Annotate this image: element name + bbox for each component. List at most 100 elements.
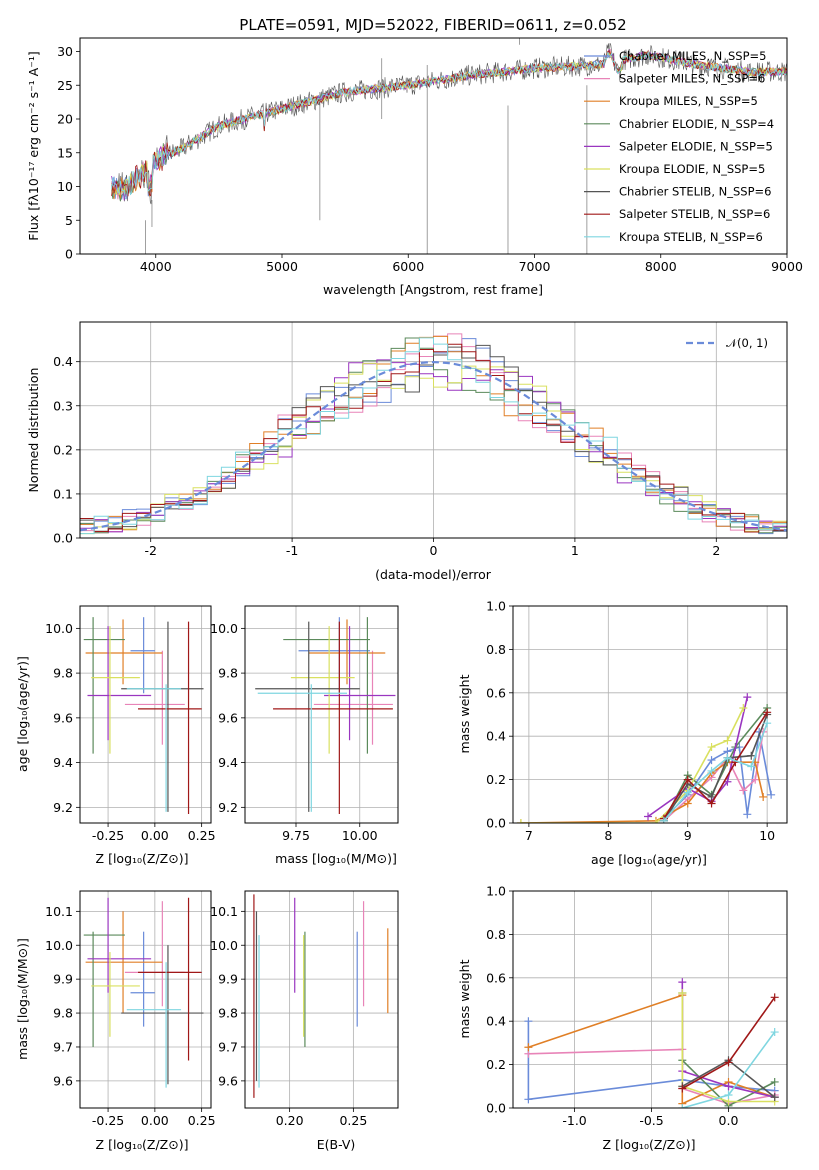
y-tick-label: 10.0 <box>210 938 238 953</box>
spectrum-legend-label: Chabrier MILES, N_SSP=5 <box>619 49 766 63</box>
axes-frame <box>512 605 788 824</box>
plot-area <box>83 897 204 1088</box>
mass-weight-line <box>681 993 775 1103</box>
z-mass-xlabel: Z [log₁₀(Z/Z⊙)] <box>96 1137 189 1152</box>
axes-frame <box>512 890 788 1109</box>
x-tick-label: 8 <box>604 828 612 843</box>
x-tick-label: 2 <box>712 543 720 558</box>
x-tick-label: -2 <box>144 543 156 558</box>
plot-area <box>111 38 787 254</box>
x-tick-label: 0.25 <box>339 1113 367 1128</box>
spectrum-legend-label: Salpeter STELIB, N_SSP=6 <box>619 207 770 221</box>
y-tick-label: 1.0 <box>486 884 506 899</box>
mass-age-panel: mass [log₁₀(M/M⊙)] 9.75 10.00 9.2 9.4 9.6 9.8… <box>210 605 399 866</box>
y-tick-label: 0.6 <box>486 970 506 985</box>
mass-weight-marker <box>516 819 525 823</box>
y-tick-label: 10.0 <box>210 621 238 636</box>
age-weight-panel: age [log₁₀(age/yr)] mass weight 7 8 9 10 0.0… <box>457 599 788 867</box>
y-tick-label: 9.2 <box>53 800 73 815</box>
ebv-mass-xlabel: E(B-V) <box>317 1137 356 1152</box>
spectrum-ylabel: Flux [fλ10⁻¹⁷ erg cm⁻² s⁻¹ A⁻¹] <box>26 51 41 240</box>
x-tick-label: 0.00 <box>141 1113 169 1128</box>
z-mass-panel: Z [log₁₀(Z/Z⊙)] mass [log₁₀(M/M⊙)] -0.25… <box>15 890 216 1152</box>
x-tick-label: 0.25 <box>188 828 216 843</box>
spectrum-legend-label: Kroupa MILES, N_SSP=5 <box>619 94 758 108</box>
age-weight-xlabel: age [log₁₀(age/yr)] <box>591 852 707 867</box>
y-tick-label: 9.6 <box>53 1073 73 1088</box>
mass-age-xlabel: mass [log₁₀(M/M⊙)] <box>275 851 397 866</box>
x-tick-label: 0 <box>430 543 438 558</box>
mass-weight-marker <box>707 743 716 752</box>
mass-weight-marker <box>524 1095 533 1104</box>
y-tick-label: 0.0 <box>486 1101 506 1116</box>
y-tick-label: 0.4 <box>486 1014 506 1029</box>
spectrum-legend-label: Chabrier STELIB, N_SSP=6 <box>619 185 771 199</box>
mass-weight-marker <box>683 788 692 797</box>
residual-histogram-step <box>80 335 787 531</box>
mass-weight-line <box>520 707 745 823</box>
mass-weight-marker <box>767 790 776 799</box>
y-tick-label: 25 <box>57 78 73 93</box>
y-tick-label: 0.4 <box>486 729 506 744</box>
y-tick-label: 0.8 <box>486 927 506 942</box>
y-tick-label: 0.6 <box>486 685 506 700</box>
z-age-xlabel: Z [log₁₀(Z/Z⊙)] <box>96 851 189 866</box>
x-tick-label: 4000 <box>140 259 172 274</box>
mass-weight-marker <box>743 693 752 702</box>
mass-weight-marker <box>770 1077 779 1086</box>
mass-weight-marker <box>723 736 732 745</box>
x-tick-label: 0.0 <box>719 1113 739 1128</box>
gaussian-legend-label: 𝒩(0, 1) <box>726 336 768 350</box>
mass-weight-marker <box>683 799 692 808</box>
gaussian-curve <box>80 360 787 532</box>
mass-weight-marker <box>524 1017 533 1026</box>
spectrum-legend-label: Kroupa ELODIE, N_SSP=5 <box>619 162 765 176</box>
y-tick-label: 0.0 <box>53 531 73 546</box>
x-tick-label: 0.25 <box>188 1113 216 1128</box>
x-tick-label: 9.75 <box>282 828 310 843</box>
mass-weight-marker <box>659 816 668 823</box>
spectrum-legend-label: Chabrier ELODIE, N_SSP=4 <box>619 117 774 131</box>
y-tick-label: 5 <box>65 213 73 228</box>
y-tick-label: 0.1 <box>53 486 73 501</box>
y-tick-label: 9.9 <box>53 972 73 987</box>
mass-weight-marker <box>644 812 653 821</box>
residual-histogram-step <box>80 344 787 532</box>
x-tick-label: -1 <box>286 543 298 558</box>
mass-weight-marker <box>739 786 748 795</box>
axes-frame <box>244 890 399 1109</box>
residual-histogram-step <box>80 359 787 533</box>
x-tick-label: 0.00 <box>141 828 169 843</box>
z-mass-ylabel: mass [log₁₀(M/M⊙)] <box>15 938 30 1060</box>
y-tick-label: 10.0 <box>45 938 73 953</box>
y-tick-label: 9.6 <box>53 710 73 725</box>
mass-weight-marker <box>707 766 716 775</box>
mass-weight-marker <box>678 1084 687 1093</box>
plot-area <box>80 333 787 535</box>
y-tick-label: 9.6 <box>218 710 238 725</box>
residual-xlabel: (data-model)/error <box>375 567 492 582</box>
mass-weight-marker <box>724 1090 733 1099</box>
y-tick-label: 20 <box>57 112 73 127</box>
y-tick-label: 9.6 <box>218 1073 238 1088</box>
mass-weight-marker <box>759 792 768 801</box>
residual-ylabel: Normed distribution <box>26 368 41 493</box>
spectrum-series-line <box>111 51 787 200</box>
y-tick-label: 0.8 <box>486 642 506 657</box>
mass-weight-marker <box>678 978 687 987</box>
y-tick-label: 9.7 <box>53 1039 73 1054</box>
y-tick-label: 10.0 <box>45 621 73 636</box>
y-tick-label: 9.7 <box>218 1039 238 1054</box>
mass-weight-marker <box>770 1028 779 1037</box>
mass-weight-line <box>663 722 768 822</box>
y-tick-label: 10 <box>57 179 73 194</box>
axes-frame <box>79 37 788 255</box>
mass-weight-marker <box>524 1043 533 1052</box>
x-tick-label: 9000 <box>771 259 803 274</box>
mass-weight-marker <box>678 988 687 997</box>
y-tick-label: 0.0 <box>486 816 506 831</box>
z-age-ylabel: age [log₁₀(age/yr)] <box>15 656 30 772</box>
y-tick-label: 9.2 <box>218 800 238 815</box>
z-weight-ylabel: mass weight <box>457 959 472 1038</box>
